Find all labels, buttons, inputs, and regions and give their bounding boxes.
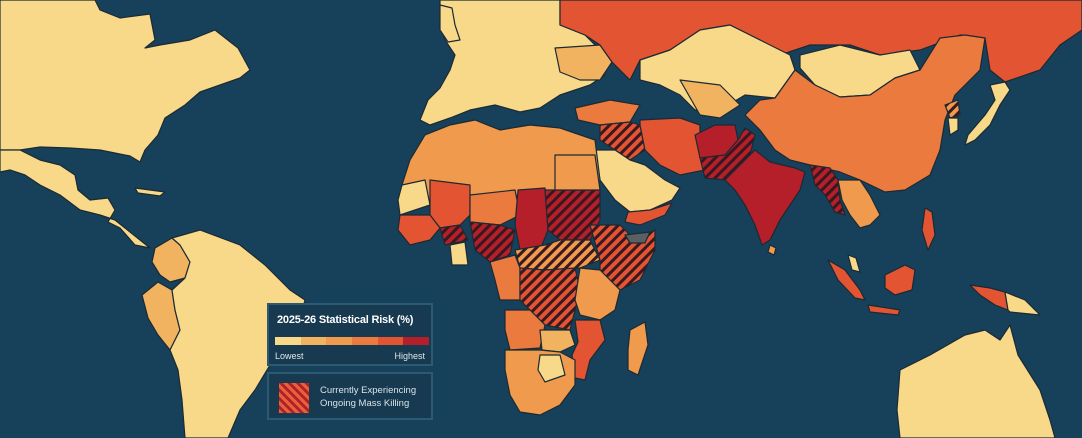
region-sri-lanka <box>767 244 777 256</box>
region-ghana <box>449 241 469 266</box>
region-niger <box>469 189 521 226</box>
region-chad <box>514 187 549 251</box>
region-zambia <box>539 329 576 353</box>
region-japan <box>964 81 1011 146</box>
legend-swatch-2 <box>300 337 327 345</box>
region-north-america <box>0 0 251 163</box>
legend-swatch-3 <box>326 337 353 345</box>
region-syria-iraq <box>599 121 646 161</box>
region-indonesia-java <box>867 304 901 316</box>
region-mali <box>429 179 471 229</box>
region-europe <box>419 0 606 126</box>
region-mozambique <box>571 319 606 381</box>
region-somaliland <box>624 231 651 244</box>
legend-risk-scale: 2025-26 Statistical Risk (%) Lowest High… <box>267 303 433 366</box>
region-uk <box>439 4 461 43</box>
region-botswana <box>537 354 566 383</box>
region-cuba <box>134 187 166 197</box>
region-china <box>744 34 986 193</box>
region-nigeria <box>469 221 516 263</box>
region-central-asia <box>679 79 741 119</box>
region-australia <box>896 324 1056 438</box>
region-mali-hatch <box>439 224 469 246</box>
region-indonesia-sumatra <box>827 259 866 301</box>
region-papua-new-guinea <box>1004 291 1041 316</box>
legend-swatch-4 <box>352 337 378 345</box>
region-mexico-central-america <box>0 149 151 249</box>
legend-low-label: Lowest <box>275 351 304 361</box>
region-madagascar <box>627 321 649 376</box>
legend-color-bar <box>275 337 430 345</box>
region-saudi-arabia <box>594 149 681 213</box>
hatch-swatch-icon <box>279 383 309 413</box>
region-west-africa-coast <box>397 214 441 246</box>
region-se-asia-mainland <box>837 179 881 229</box>
region-myanmar <box>809 164 846 216</box>
region-malaysia <box>847 254 861 273</box>
region-yemen <box>624 202 673 226</box>
region-india <box>724 149 806 246</box>
region-angola <box>504 309 546 351</box>
legend-high-label: Highest <box>394 351 425 361</box>
legend-swatch-6 <box>403 337 430 345</box>
region-south-america <box>169 229 306 438</box>
legend-title: 2025-26 Statistical Risk (%) <box>277 314 414 326</box>
legend-mass-killing: Currently Experiencing Ongoing Mass Kill… <box>267 372 433 420</box>
region-pakistan <box>699 127 756 181</box>
legend-swatch-1 <box>275 337 301 345</box>
legend-hatch-label: Currently Experiencing Ongoing Mass Kill… <box>320 385 417 409</box>
region-south-korea <box>947 117 959 136</box>
region-indonesia-borneo <box>884 264 916 296</box>
region-russia <box>559 0 1082 83</box>
region-egypt <box>554 154 601 191</box>
region-east-africa <box>574 267 621 321</box>
region-north-korea <box>944 99 961 119</box>
region-philippines <box>921 207 936 251</box>
region-iran <box>639 117 706 176</box>
legend-swatch-5 <box>377 337 404 345</box>
region-western-sahara <box>397 179 431 216</box>
